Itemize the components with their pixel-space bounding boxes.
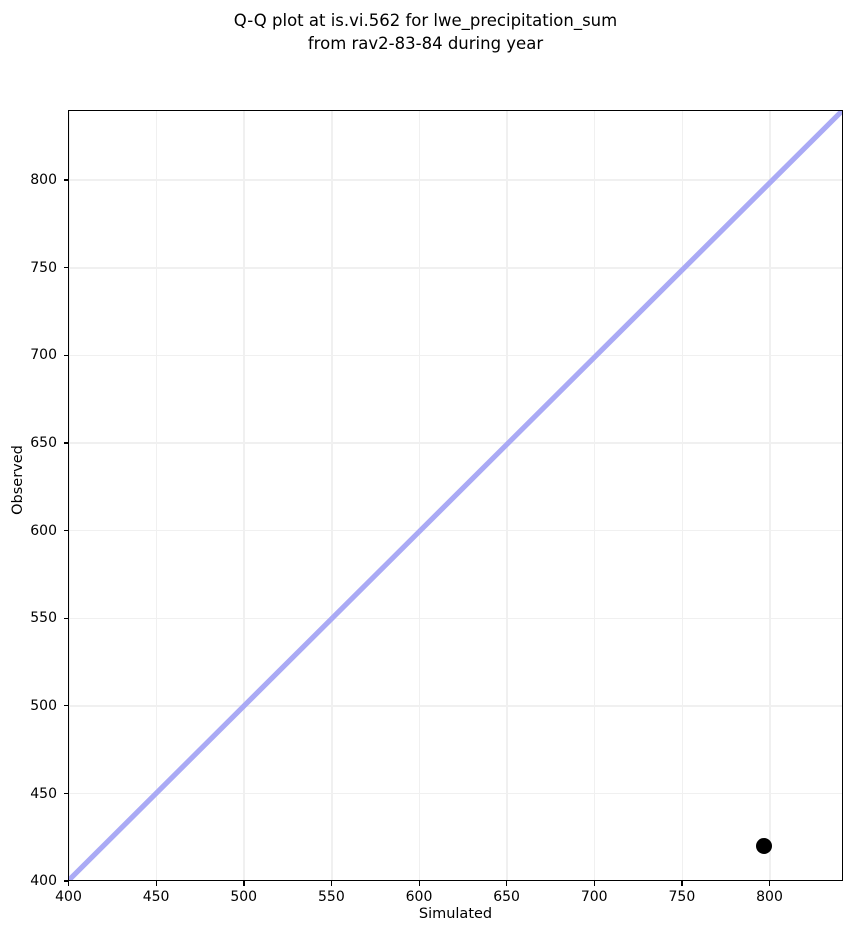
tick-label-y-800: 800 [30, 172, 57, 189]
gridline-vertical-400 [69, 111, 70, 880]
tick-x-600 [418, 881, 420, 886]
tick-y-600 [63, 529, 68, 532]
tick-label-x-400: 400 [55, 889, 82, 905]
tick-label-y-400: 400 [30, 873, 57, 890]
plot-area [68, 110, 843, 881]
gridline-horizontal-700 [69, 354, 842, 357]
gridline-vertical-650 [506, 111, 508, 880]
gridline-horizontal-800 [69, 179, 842, 181]
gridline-vertical-600 [418, 111, 421, 880]
tick-label-y-700: 700 [30, 347, 57, 364]
gridline-horizontal-400 [69, 880, 842, 881]
tick-label-y-600: 600 [30, 522, 57, 539]
tick-label-x-550: 550 [318, 889, 345, 905]
gridline-vertical-450 [155, 111, 158, 880]
tick-label-y-500: 500 [30, 697, 57, 714]
tick-y-650 [63, 442, 68, 444]
tick-y-800 [63, 179, 68, 181]
tick-x-450 [155, 881, 157, 886]
tick-label-x-800: 800 [756, 889, 783, 905]
gridline-horizontal-550 [69, 617, 842, 620]
gridline-horizontal-500 [69, 705, 842, 707]
reference-line [69, 111, 842, 880]
tick-y-450 [63, 792, 68, 795]
tick-label-x-750: 750 [668, 889, 696, 905]
gridline-vertical-700 [593, 111, 596, 880]
tick-y-550 [63, 617, 68, 619]
tick-y-750 [63, 267, 68, 269]
tick-label-x-500: 500 [230, 889, 258, 905]
chart-title: Q-Q plot at is.vi.562 for lwe_precipitat… [233, 11, 618, 53]
gridline-horizontal-450 [69, 792, 842, 795]
tick-x-400 [68, 881, 70, 886]
gridline-vertical-750 [681, 111, 684, 880]
tick-x-550 [330, 881, 333, 886]
gridline-horizontal-750 [69, 267, 842, 269]
tick-x-650 [506, 881, 508, 886]
data-point-marker[interactable] [755, 837, 772, 854]
tick-label-x-700: 700 [580, 889, 608, 905]
tick-label-x-650: 650 [493, 889, 520, 905]
tick-label-x-450: 450 [142, 889, 170, 905]
tick-label-y-550: 550 [30, 610, 57, 627]
tick-y-500 [63, 705, 68, 707]
y-axis-label: Observed [10, 445, 26, 515]
tick-label-y-450: 450 [30, 785, 57, 802]
gridline-vertical-800 [769, 111, 771, 880]
tick-x-800 [769, 881, 771, 886]
gridline-horizontal-600 [69, 529, 842, 532]
gridline-vertical-550 [331, 111, 333, 880]
tick-y-400 [63, 880, 68, 882]
tick-y-700 [63, 354, 68, 356]
tick-label-x-600: 600 [405, 889, 433, 905]
tick-label-y-650: 650 [30, 435, 57, 451]
tick-x-500 [243, 881, 245, 886]
tick-x-700 [593, 881, 596, 886]
tick-x-750 [681, 881, 683, 886]
gridline-horizontal-650 [69, 442, 842, 444]
x-axis-label: Simulated [418, 906, 493, 922]
tick-label-y-750: 750 [30, 259, 57, 276]
gridline-vertical-500 [243, 111, 245, 880]
